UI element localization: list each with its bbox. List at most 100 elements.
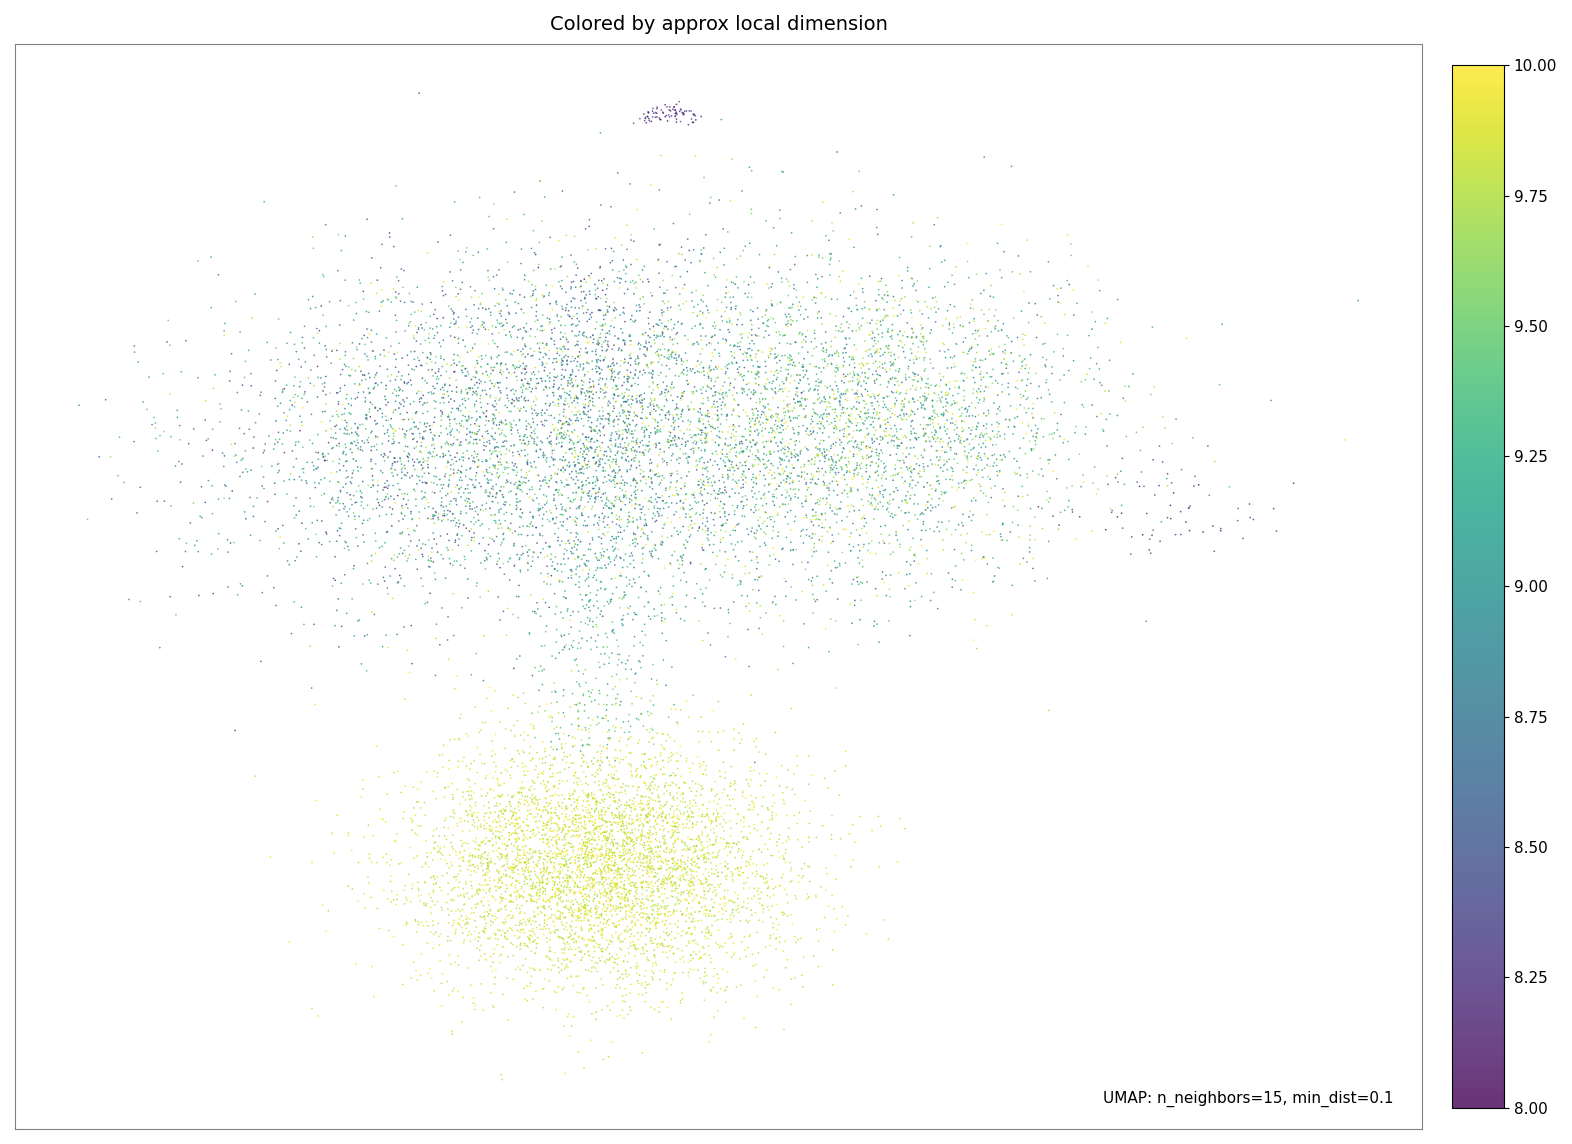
Point [778,430,803,448]
Point [637,478,662,496]
Point [580,853,605,872]
Point [439,455,464,474]
Point [745,443,770,461]
Point [621,853,646,872]
Point [538,819,563,837]
Point [670,963,695,982]
Point [772,570,797,588]
Point [720,900,745,919]
Point [940,349,965,367]
Point [656,813,681,832]
Point [604,515,629,533]
Point [615,488,640,507]
Point [550,463,575,482]
Point [613,796,638,815]
Point [324,506,349,524]
Point [975,450,1000,468]
Point [767,498,792,516]
Point [648,833,673,851]
Point [750,496,775,515]
Point [690,505,715,523]
Point [585,817,610,835]
Point [992,483,1017,501]
Point [503,304,528,323]
Point [552,555,577,573]
Point [1096,475,1121,493]
Point [454,919,479,937]
Point [501,786,527,804]
Point [949,412,975,430]
Point [428,470,453,488]
Point [706,803,731,821]
Point [663,494,689,513]
Point [468,881,494,899]
Point [409,383,434,402]
Point [610,868,635,887]
Point [612,332,637,350]
Point [420,367,445,386]
Point [492,415,517,434]
Point [737,334,762,352]
Point [860,485,885,503]
Point [643,419,668,437]
Point [574,445,599,463]
Point [780,295,805,313]
Point [333,390,358,408]
Point [457,801,483,819]
Point [456,570,481,588]
Point [506,852,531,871]
Point [490,834,516,852]
Point [682,146,707,165]
Point [794,475,819,493]
Point [965,320,990,339]
Point [824,307,849,325]
Point [591,307,616,325]
Point [921,359,946,378]
Point [574,353,599,372]
Point [982,317,1008,335]
Point [1008,359,1033,378]
Point [578,849,604,867]
Point [355,816,380,834]
Point [602,492,627,510]
Point [885,482,910,500]
Point [564,868,590,887]
Point [588,422,613,440]
Point [1027,378,1052,396]
Point [566,362,591,380]
Point [1023,428,1049,446]
Point [511,832,536,850]
Point [615,868,640,887]
Point [346,434,371,452]
Point [456,890,481,908]
Point [586,407,612,426]
Point [810,460,835,478]
Point [503,382,528,400]
Point [799,572,824,590]
Point [912,388,937,406]
Point [630,539,656,557]
Point [343,519,368,538]
Point [646,849,671,867]
Point [728,493,753,511]
Point [412,794,437,812]
Point [333,271,358,289]
Point [813,582,838,601]
Point [580,531,605,549]
Point [567,873,593,891]
Point [575,786,601,804]
Point [703,849,728,867]
Point [865,341,890,359]
Point [330,405,355,423]
Point [835,391,860,410]
Point [698,815,723,833]
Point [615,829,640,848]
Point [623,797,648,816]
Point [755,301,780,319]
Point [351,499,376,517]
Point [538,435,563,453]
Point [896,445,921,463]
Point [712,505,737,523]
Point [687,519,712,538]
Point [854,462,879,480]
